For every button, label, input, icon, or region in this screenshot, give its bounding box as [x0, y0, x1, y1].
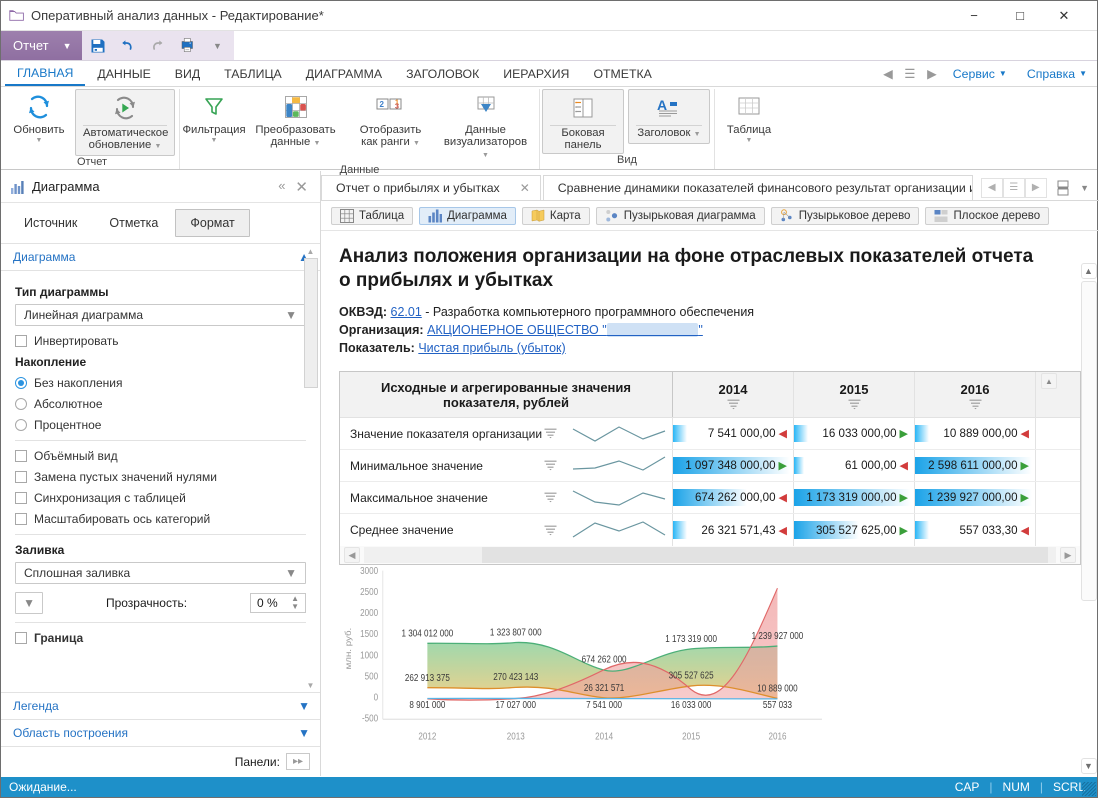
svg-text:16 033 000: 16 033 000: [671, 699, 711, 710]
svg-text:1000: 1000: [360, 650, 378, 661]
svg-text:26 321 571: 26 321 571: [584, 682, 624, 693]
svg-text:270 423 143: 270 423 143: [493, 672, 538, 683]
svg-text:1 304 012 000: 1 304 012 000: [402, 628, 454, 639]
svg-text:305 527 625: 305 527 625: [669, 670, 714, 681]
svg-text:8 901 000: 8 901 000: [409, 699, 445, 710]
svg-text:674 262 000: 674 262 000: [582, 654, 627, 665]
svg-text:3: 3: [395, 104, 399, 111]
svg-text:-500: -500: [362, 713, 378, 724]
svg-text:2000: 2000: [360, 607, 378, 618]
svg-text:1 173 319 000: 1 173 319 000: [665, 633, 717, 644]
svg-text:17 027 000: 17 027 000: [496, 699, 536, 710]
svg-text:млн. руб.: млн. руб.: [344, 628, 353, 670]
svg-text:3000: 3000: [360, 565, 378, 576]
svg-text:262 913 375: 262 913 375: [405, 672, 450, 683]
svg-text:0: 0: [374, 692, 379, 703]
svg-text:1 239 927 000: 1 239 927 000: [752, 630, 804, 641]
svg-text:1 323 807 000: 1 323 807 000: [490, 627, 542, 638]
svg-text:10 889 000: 10 889 000: [757, 683, 797, 694]
svg-text:2012: 2012: [418, 731, 436, 742]
svg-text:2: 2: [379, 100, 384, 109]
svg-text:2013: 2013: [507, 731, 525, 742]
svg-text:1500: 1500: [360, 629, 378, 640]
svg-text:2016: 2016: [768, 731, 786, 742]
svg-text:7 541 000: 7 541 000: [586, 699, 622, 710]
svg-text:2015: 2015: [682, 731, 700, 742]
svg-text:557 033: 557 033: [763, 699, 792, 710]
svg-text:500: 500: [365, 671, 379, 682]
svg-text:2014: 2014: [595, 731, 613, 742]
svg-text:2500: 2500: [360, 586, 378, 597]
